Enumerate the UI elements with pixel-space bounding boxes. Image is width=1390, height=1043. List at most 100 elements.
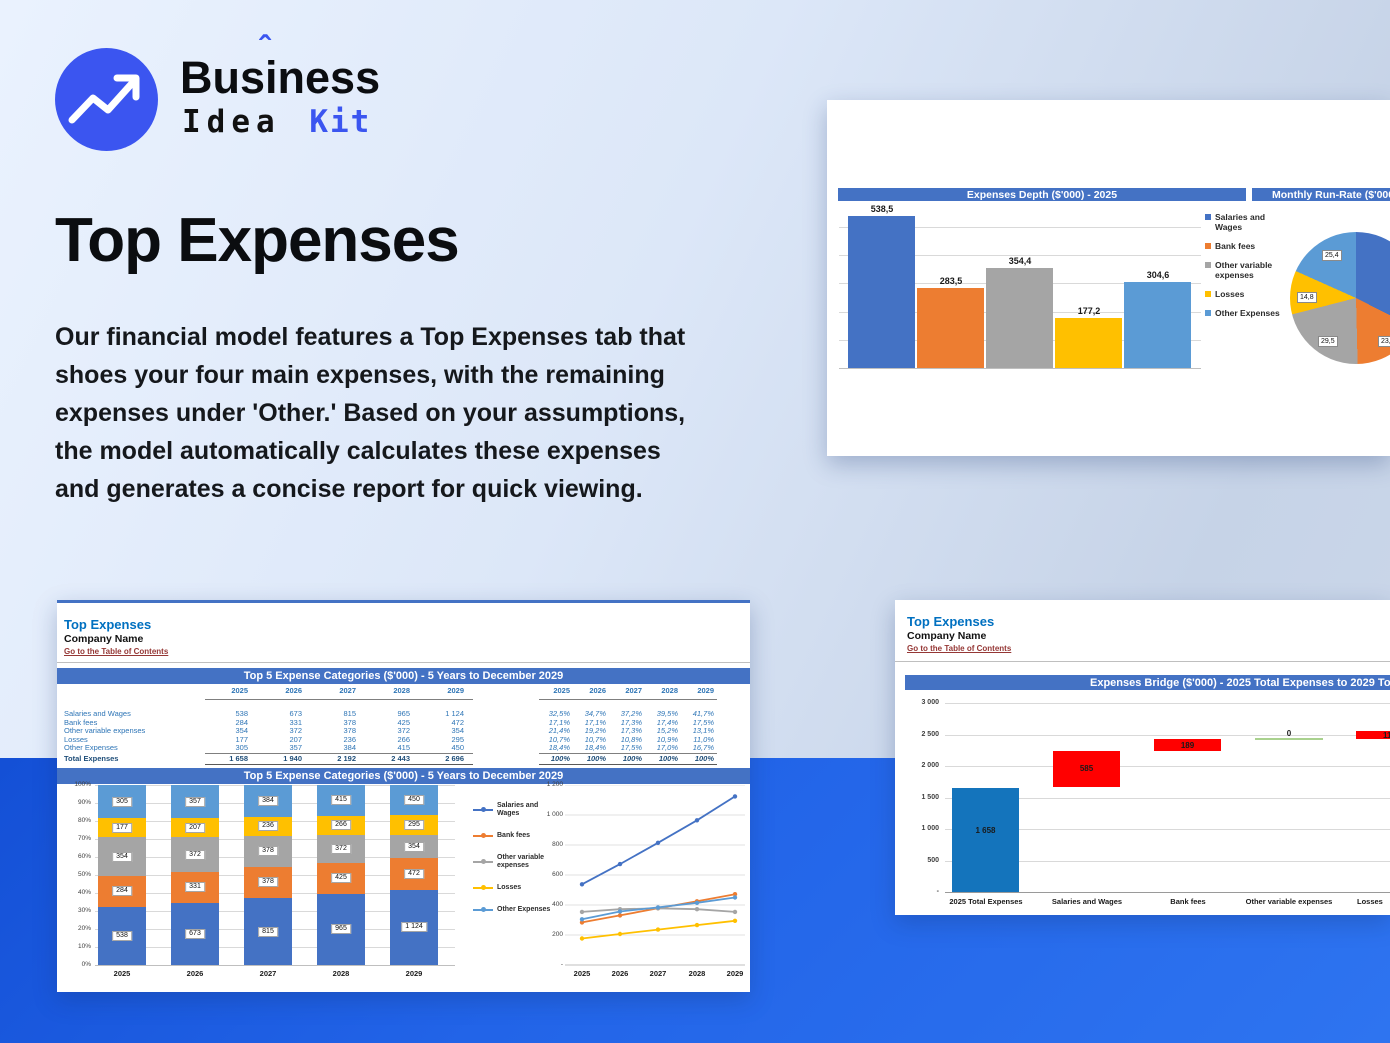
- bridge-bar-losses: [1356, 731, 1390, 739]
- table-row: Bank fees 284 331 378 425 472 17,1% 17,1% 17,3…: [64, 717, 714, 727]
- x-tick: 2028: [688, 969, 706, 978]
- table-row: Salaries and Wages 538 673 815 965 1 124 32,…: [64, 709, 714, 718]
- divider: [895, 661, 1390, 662]
- pie-label-bank-fees: 23,6: [1378, 336, 1390, 347]
- series-legend: Salaries and Wages Bank fees Other varia…: [473, 802, 559, 928]
- logo-growth-icon: [55, 48, 158, 151]
- bar-salaries: [848, 216, 915, 368]
- x-tick: 2026: [186, 969, 204, 978]
- legend-swatch: [1205, 262, 1211, 268]
- header-underline: [539, 699, 717, 700]
- bar-value-label: 283,5: [939, 276, 963, 286]
- total-underline: [539, 764, 717, 765]
- legend-line: [473, 907, 493, 912]
- x-category: Bank fees: [1170, 897, 1206, 906]
- legend-item: Losses: [473, 884, 559, 892]
- x-tick: 2027: [259, 969, 277, 978]
- stacked-x-axis: [95, 965, 455, 966]
- table-header-bar: Top 5 Expense Categories ($'000) - 5 Yea…: [57, 668, 750, 684]
- bridge-bar-salaries: [1053, 750, 1120, 788]
- y-tick: 500: [927, 856, 939, 864]
- legend-item: Salaries and Wages: [473, 802, 559, 818]
- y-tick: 1 000: [546, 811, 563, 818]
- y-tick: 200: [552, 931, 563, 938]
- x-category: Salaries and Wages: [1051, 897, 1123, 906]
- stacked-bar-2025: 538 284 354 177 305: [98, 785, 146, 965]
- y-tick: 20%: [77, 925, 91, 932]
- total-topline: [205, 753, 473, 754]
- year-col: 2029: [697, 686, 714, 695]
- x-tick: 2025: [113, 969, 131, 978]
- screenshot-top5-categories: Top Expenses Company Name Go to the Tabl…: [57, 600, 750, 992]
- y-tick: 50%: [77, 871, 91, 878]
- total-topline: [539, 753, 717, 754]
- legend-swatch: [1205, 291, 1211, 297]
- table-total-row: Total Expenses 1 658 1 940 2 192 2 443 2 696…: [64, 754, 714, 763]
- stacked-bar-2028: 965 425 372 266 415: [317, 785, 365, 965]
- y-tick: 800: [552, 841, 563, 848]
- y-tick: 3 000: [921, 699, 939, 706]
- expenses-depth-header: Expenses Depth ($'000) - 2025: [838, 188, 1246, 201]
- y-tick: 1 200: [546, 781, 563, 788]
- bar-chart-legend: Salaries and Wages Bank fees Other varia…: [1205, 212, 1287, 327]
- bridge-bar-label: 0: [1286, 729, 1292, 738]
- hero-paragraph: Our financial model features a Top Expen…: [55, 323, 686, 503]
- legend-item: Salaries and Wages: [1205, 212, 1287, 232]
- table-row: Other Expenses 305 357 384 415 450 18,4% 18,4…: [64, 743, 714, 752]
- bridge-zero-line-other-variable: [1255, 738, 1323, 741]
- bar-other-expenses: [1124, 282, 1191, 368]
- y-tick: 400: [552, 901, 563, 908]
- bridge-bar-2025-total: [952, 787, 1019, 892]
- table-of-contents-link[interactable]: Go to the Table of Contents: [64, 647, 169, 656]
- legend-line: [473, 885, 493, 890]
- pie-label-losses: 14,8: [1297, 292, 1317, 303]
- chart-header-bar: Top 5 Expense Categories ($'000) - 5 Yea…: [57, 768, 750, 784]
- y-tick: 1 000: [921, 825, 939, 832]
- legend-item: Other variable expenses: [473, 854, 559, 870]
- company-name: Company Name: [907, 630, 987, 642]
- y-tick: 2 000: [921, 762, 939, 769]
- stacked-bar-2027: 815 378 378 236 384: [244, 785, 292, 965]
- legend-swatch: [1205, 310, 1211, 316]
- legend-item: Bank fees: [1205, 241, 1287, 251]
- header-underline: [205, 699, 473, 700]
- bridge-x-axis: [945, 892, 1390, 893]
- bar-bank-fees: [917, 288, 984, 368]
- logo: [55, 48, 158, 151]
- wordmark-bus: Bus: [180, 52, 266, 103]
- legend-item: Other Expenses: [1205, 308, 1287, 318]
- x-category: Other variable expenses: [1245, 897, 1333, 906]
- y-tick: 70%: [77, 835, 91, 842]
- x-category: Losses: [1357, 897, 1383, 906]
- table-of-contents-link[interactable]: Go to the Table of Contents: [907, 644, 1012, 653]
- bar-other-variable: [986, 268, 1053, 368]
- bar-value-label: 304,6: [1146, 270, 1170, 280]
- x-axis: [839, 368, 1201, 369]
- bridge-bar-label: 1 658: [975, 826, 996, 835]
- year-col: 2025: [231, 686, 248, 695]
- pie-label-other-variable: 29,5: [1318, 336, 1338, 347]
- sheet-top-strip: [57, 600, 750, 603]
- legend-item: Other variable expenses: [1205, 260, 1287, 280]
- logo-wordmark-line1: Busi ˆ ness: [180, 30, 460, 108]
- legend-line: [473, 833, 493, 838]
- company-name: Company Name: [64, 633, 144, 645]
- page-title: Top Expenses: [55, 206, 460, 275]
- legend-line: [473, 859, 493, 864]
- y-tick: 2 500: [921, 730, 939, 738]
- x-tick: 2028: [332, 969, 350, 978]
- monthly-run-rate-header: Monthly Run-Rate ($'000: [1252, 188, 1390, 201]
- year-col: 2027: [625, 686, 642, 695]
- year-col: 2026: [589, 686, 606, 695]
- year-col: 2027: [339, 686, 356, 695]
- x-tick: 2029: [726, 969, 744, 978]
- expenses-line-chart: [565, 785, 745, 966]
- divider: [57, 662, 750, 663]
- wordmark-caret: ˆ: [259, 30, 271, 68]
- table-year-header-row: 2025 2026 2027 2028 2029 2025 2026 2027 …: [64, 687, 716, 695]
- gridline: [839, 227, 1201, 228]
- stacked-bar-2029: 1 124 472 354 295 450: [390, 785, 438, 965]
- year-col: 2026: [285, 686, 302, 695]
- y-tick: 0%: [81, 961, 91, 968]
- sheet-title: Top Expenses: [64, 617, 152, 632]
